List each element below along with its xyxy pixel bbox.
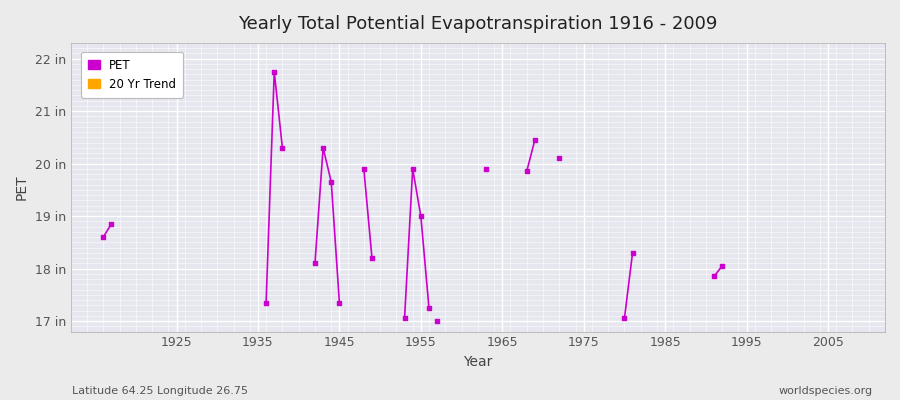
Point <box>527 137 542 143</box>
Point <box>324 179 338 185</box>
Point <box>316 145 330 151</box>
Point <box>617 315 632 322</box>
Point <box>332 300 347 306</box>
Point <box>104 221 119 227</box>
Point <box>364 255 379 261</box>
Point <box>406 166 420 172</box>
Point <box>430 318 445 324</box>
Point <box>96 234 111 240</box>
Point <box>626 250 640 256</box>
Y-axis label: PET: PET <box>15 174 29 200</box>
Point <box>706 273 721 280</box>
Point <box>397 315 411 322</box>
Point <box>259 300 274 306</box>
Point <box>275 145 290 151</box>
Point <box>479 166 493 172</box>
Point <box>552 155 566 162</box>
Point <box>356 166 371 172</box>
Point <box>308 260 322 266</box>
Point <box>267 68 282 75</box>
Title: Yearly Total Potential Evapotranspiration 1916 - 2009: Yearly Total Potential Evapotranspiratio… <box>238 15 717 33</box>
Legend: PET, 20 Yr Trend: PET, 20 Yr Trend <box>81 52 183 98</box>
Text: worldspecies.org: worldspecies.org <box>778 386 873 396</box>
Point <box>519 168 534 175</box>
Point <box>715 263 729 269</box>
Point <box>422 305 436 311</box>
Text: Latitude 64.25 Longitude 26.75: Latitude 64.25 Longitude 26.75 <box>72 386 248 396</box>
X-axis label: Year: Year <box>464 355 492 369</box>
Point <box>414 213 428 219</box>
